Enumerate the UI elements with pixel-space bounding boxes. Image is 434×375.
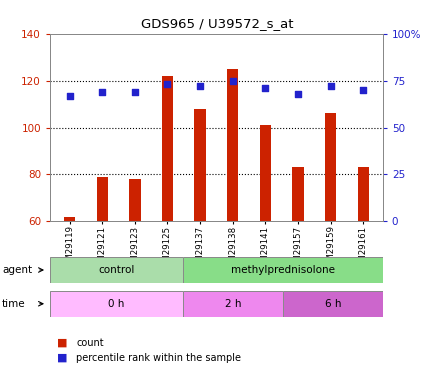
- Point: [196, 83, 203, 89]
- Text: methylprednisolone: methylprednisolone: [230, 265, 334, 275]
- Point: [99, 89, 105, 95]
- Text: 2 h: 2 h: [224, 299, 241, 309]
- Bar: [129, 179, 140, 221]
- Bar: [259, 125, 270, 221]
- Text: agent: agent: [2, 265, 32, 275]
- Point: [261, 85, 268, 91]
- Point: [326, 83, 333, 89]
- Point: [66, 93, 73, 99]
- Point: [131, 89, 138, 95]
- Bar: [194, 109, 205, 221]
- Text: percentile rank within the sample: percentile rank within the sample: [76, 353, 240, 363]
- Bar: [357, 167, 368, 221]
- Point: [164, 81, 171, 87]
- Text: GDS965 / U39572_s_at: GDS965 / U39572_s_at: [141, 17, 293, 30]
- Bar: [161, 76, 173, 221]
- Text: time: time: [2, 299, 26, 309]
- Text: ■: ■: [56, 353, 67, 363]
- Point: [294, 91, 301, 97]
- Bar: [324, 113, 335, 221]
- Bar: [64, 216, 75, 221]
- Point: [359, 87, 366, 93]
- Bar: [227, 69, 238, 221]
- Text: count: count: [76, 338, 104, 348]
- Point: [229, 78, 236, 84]
- Text: 6 h: 6 h: [324, 299, 340, 309]
- Text: ■: ■: [56, 338, 67, 348]
- Bar: [292, 167, 303, 221]
- Text: 0 h: 0 h: [108, 299, 125, 309]
- Bar: [96, 177, 108, 221]
- Text: control: control: [98, 265, 135, 275]
